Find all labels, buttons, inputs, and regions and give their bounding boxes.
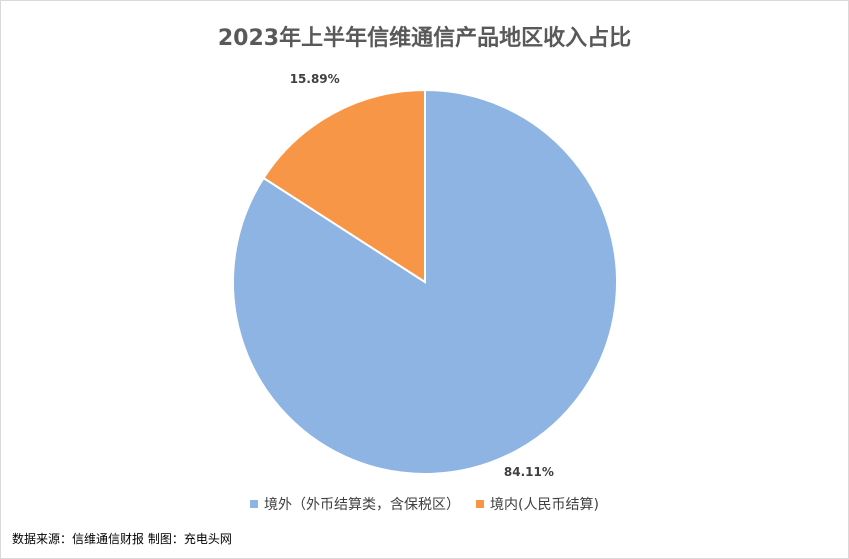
legend-label-domestic: 境内(人民币结算) <box>490 497 599 513</box>
pie-slice-1 <box>262 88 426 284</box>
pie-data-labels: 84.11% 15.89% <box>290 72 554 479</box>
legend-label-overseas: 境外（外币结算类，含保税区） <box>264 497 461 513</box>
pie-slices <box>232 88 618 475</box>
chart-title: 2023年上半年信维通信产品地区收入占比 <box>217 26 632 51</box>
data-label-1: 15.89% <box>290 72 340 86</box>
legend-swatch-overseas <box>250 500 259 508</box>
legend: 境外（外币结算类，含保税区） 境内(人民币结算) <box>0 494 849 514</box>
legend-item-overseas: 境外（外币结算类，含保税区） <box>250 494 460 514</box>
legend-swatch-domestic <box>476 500 485 508</box>
source-note: 数据来源：信维通信财报 制图：充电头网 <box>12 532 232 546</box>
data-label-0: 84.11% <box>504 465 554 479</box>
legend-item-domestic: 境内(人民币结算) <box>476 494 599 514</box>
